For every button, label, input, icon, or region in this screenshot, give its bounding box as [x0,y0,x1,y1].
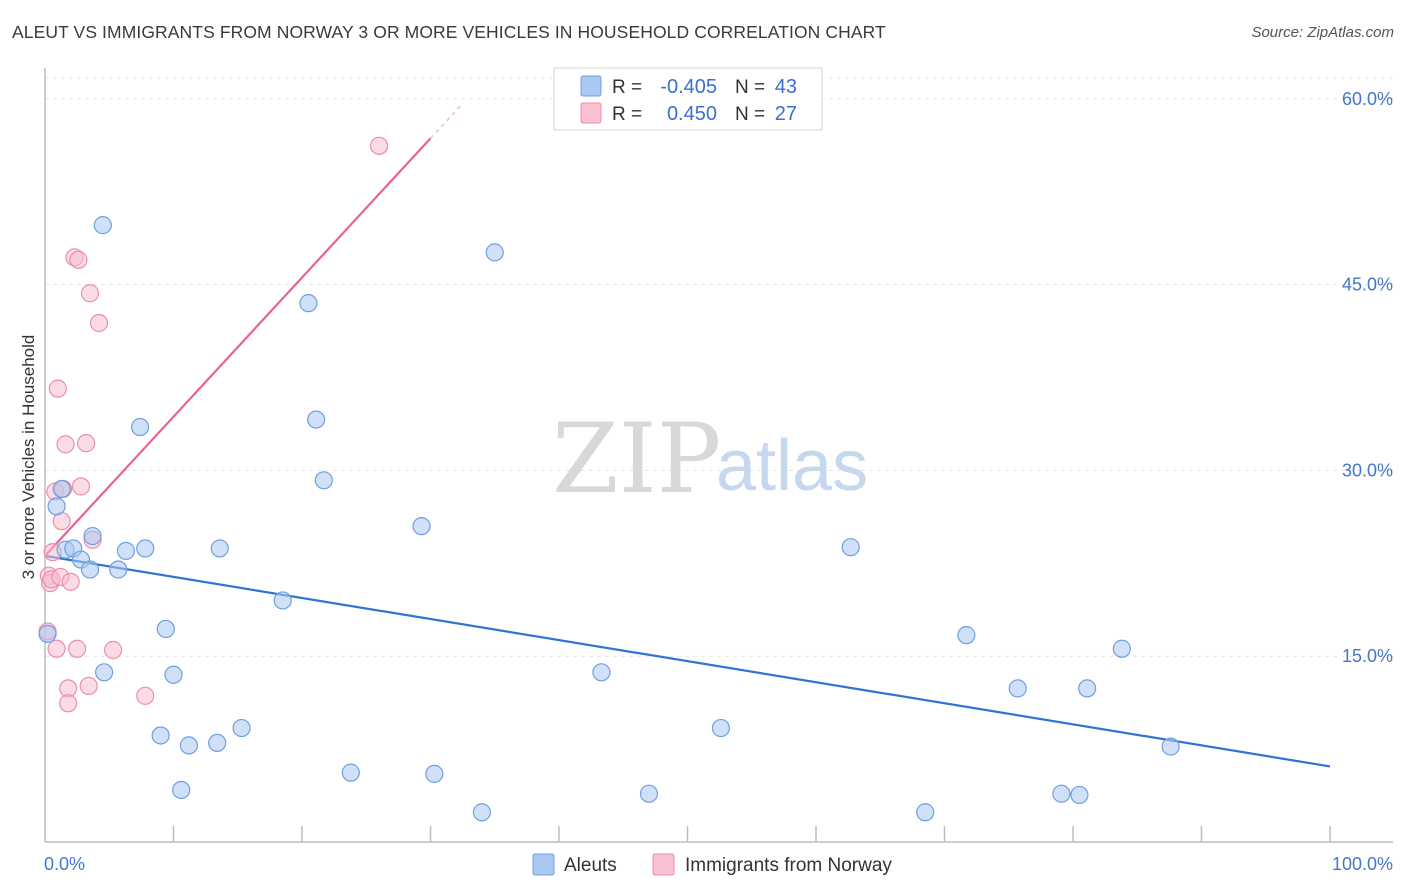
legend-r-label-norway: R = [612,104,642,125]
aleut-point [1052,784,1071,803]
x-tick-label-max: 100.0% [1332,854,1393,874]
aleut-point [136,539,155,558]
aleut-point [314,471,333,490]
bottom-legend-label-aleuts: Aleuts [564,855,617,876]
data-points [38,136,1180,822]
norway-point [77,434,96,453]
aleut-point [639,784,659,803]
aleut-point [1008,679,1027,698]
aleut-point [1070,785,1089,805]
aleut-point [156,619,175,639]
norway-point [61,572,80,591]
grid-lines [45,77,1393,657]
legend-n-value-aleuts: 43 [775,76,797,98]
aleut-point [472,803,491,822]
legend-n-value-norway: 27 [775,103,797,125]
aleut-trend-line [44,554,1331,768]
aleut-point [299,294,318,313]
norway-point [104,640,123,660]
norway-point [56,435,75,454]
x-tick-label-min: 0.0% [44,854,85,874]
series-legend: Aleuts Immigrants from Norway [532,853,892,876]
legend-n-label-norway: N = [735,104,765,125]
bottom-legend-swatch-aleuts [532,853,555,876]
norway-point [71,477,91,496]
stats-legend: R = -0.405 N = 43 R = 0.450 N = 27 [553,67,823,131]
norway-trend-extension [430,103,464,139]
norway-point [68,639,87,658]
aleut-point [307,410,326,429]
aleut-point [208,733,227,753]
aleut-point [95,663,114,682]
norway-point [59,694,78,713]
aleut-point [412,517,431,536]
legend-n-label-aleuts: N = [735,77,765,98]
source-label: Source: ZipAtlas.com [1251,24,1394,41]
aleut-point [93,216,112,235]
aleut-point [80,560,100,579]
aleut-point [1161,737,1180,756]
legend-r-value-norway: 0.450 [667,103,717,125]
aleut-point [916,803,935,822]
aleut-point [47,497,66,516]
aleut-point [83,526,102,546]
aleut-point [116,541,136,561]
aleut-point [210,539,229,558]
aleut-point [164,665,183,684]
aleut-point [711,718,731,738]
y-tick-label: 15.0% [1342,646,1393,666]
legend-swatch-aleuts [580,75,602,97]
y-tick-label: 45.0% [1342,275,1393,295]
norway-point [136,686,155,705]
watermark: ZIP atlas [552,403,868,515]
aleut-point [485,243,504,262]
aleut-point [1112,639,1131,658]
norway-trend-line [44,137,432,557]
axes [44,68,1393,843]
y-tick-label: 30.0% [1342,460,1393,480]
aleut-point [273,591,292,610]
aleut-point [179,736,199,755]
norway-point [47,639,66,658]
bottom-legend-swatch-norway [652,853,675,876]
aleut-point [172,780,191,800]
aleut-point [52,479,71,499]
trend-lines [44,103,1331,768]
norway-point [69,250,88,269]
norway-point [48,379,67,398]
norway-point [370,136,389,155]
aleut-point [151,726,170,745]
norway-point [80,284,100,303]
y-tick-label: 60.0% [1342,89,1393,109]
y-axis-title: 3 or more Vehicles in Household [19,335,38,580]
chart-title: ALEUT VS IMMIGRANTS FROM NORWAY 3 OR MOR… [12,22,886,42]
aleut-point [38,624,57,643]
legend-swatch-norway [580,102,602,124]
norway-point [79,676,98,696]
watermark-zip-text: ZIP [552,403,721,515]
aleut-point [109,560,128,579]
legend-r-value-aleuts: -0.405 [660,76,717,98]
aleut-point [130,417,150,437]
aleut-point [232,718,251,738]
aleut-point [841,538,860,557]
bottom-legend-label-norway: Immigrants from Norway [685,855,892,876]
aleut-point [957,626,976,645]
watermark-atlas-text: atlas [716,426,868,506]
aleut-point [592,663,611,682]
aleut-point [425,764,444,783]
y-tick-labels: 15.0% 30.0% 45.0% 60.0% [1342,89,1393,666]
norway-point [89,313,109,333]
legend-r-label-aleuts: R = [612,77,642,98]
aleut-point [341,763,360,782]
aleut-point [1078,679,1097,698]
